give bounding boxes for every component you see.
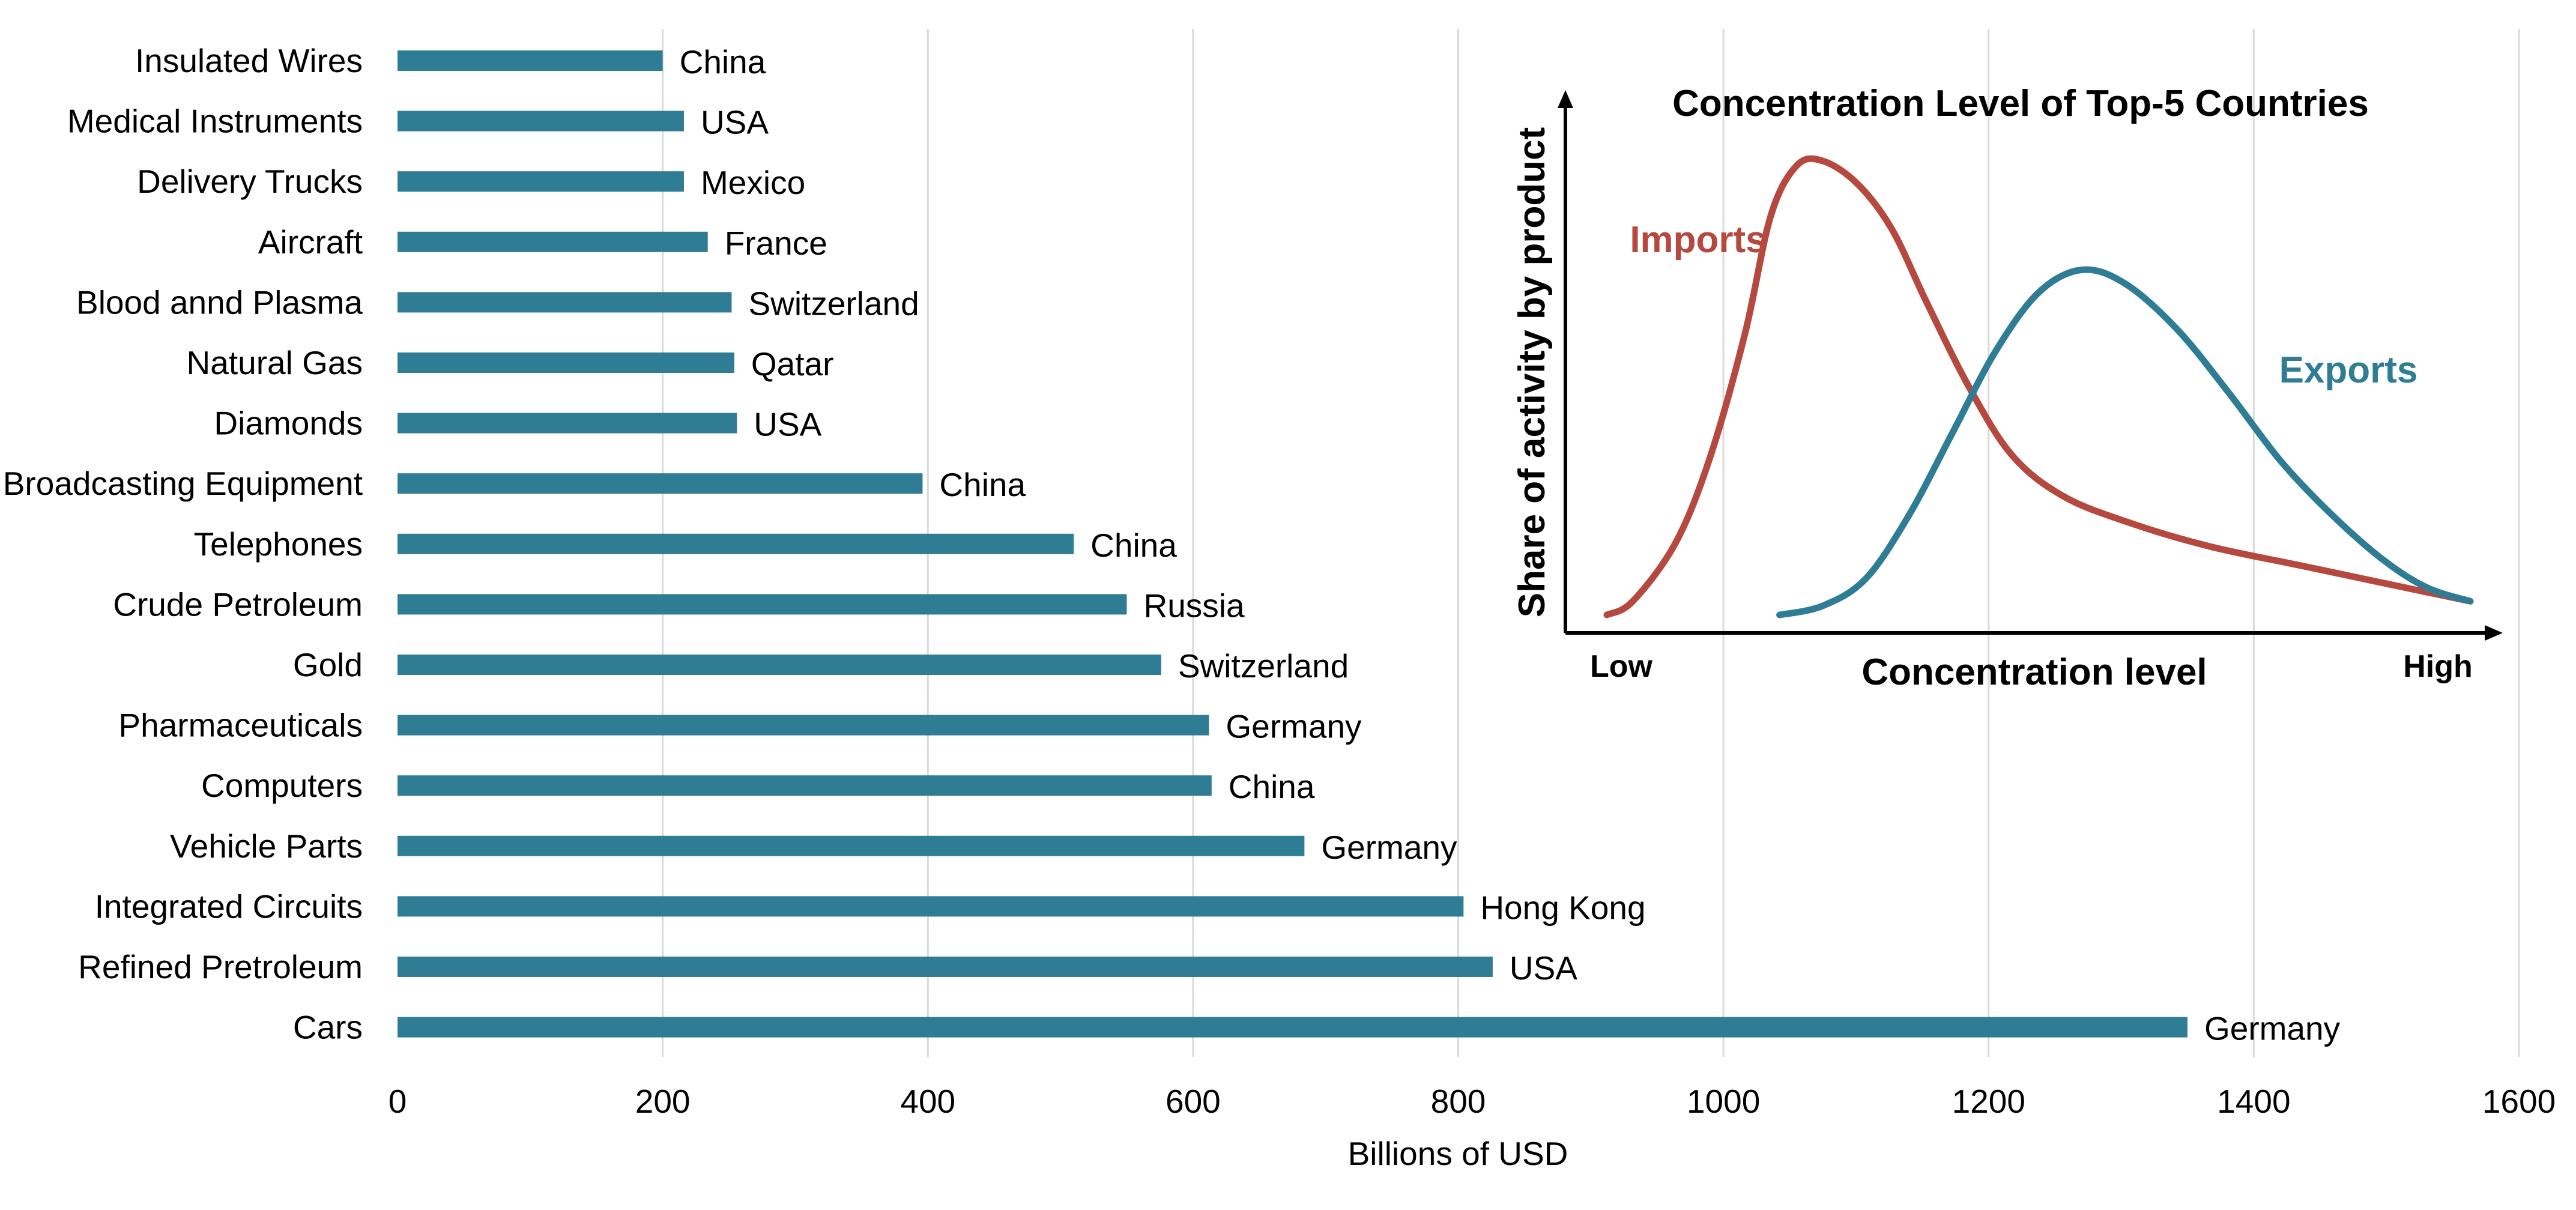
bar [398, 896, 1464, 917]
data-label: Hong Kong [1480, 889, 1645, 926]
data-label: Qatar [751, 345, 834, 383]
category-label: Integrated Circuits [95, 888, 363, 925]
bar [398, 835, 1305, 856]
category-label: Aircraft [258, 223, 363, 261]
category-label: Vehicle Parts [170, 827, 363, 865]
series-line-exports [1776, 266, 2474, 619]
category-label: Cars [293, 1009, 363, 1046]
bar [398, 171, 684, 192]
bar [398, 655, 1161, 675]
bar [398, 231, 708, 252]
category-label: Medical Instruments [67, 103, 363, 140]
inset-series-labels: Imports Exports [1630, 219, 2417, 391]
bar [398, 715, 1209, 736]
category-label: Natural Gas [187, 344, 363, 381]
category-label: Delivery Trucks [137, 163, 363, 200]
bars [398, 50, 2187, 1038]
bar [398, 473, 923, 494]
category-labels: Insulated Wires Medical Instruments Delive… [3, 42, 363, 1046]
bar [398, 292, 732, 313]
data-labels: China USA Mexico France Switzerland Qatar USA C… [680, 43, 2341, 1047]
inset-x-high-label: High [2403, 649, 2473, 684]
inset-x-low-label: Low [1590, 649, 1653, 684]
data-label: China [680, 43, 766, 80]
data-label: France [725, 225, 827, 262]
category-label: Diamonds [214, 405, 363, 442]
data-label: Germany [2204, 1010, 2341, 1047]
inset-series-lines [1603, 155, 2474, 619]
x-tick-label: 800 [1431, 1083, 1486, 1120]
data-label: USA [754, 406, 821, 443]
series-label-exports: Exports [2279, 349, 2418, 391]
inset-y-axis-title: Share of activity by product [1511, 127, 1553, 618]
series-label-imports: Imports [1630, 219, 1766, 261]
inset-chart: Concentration Level of Top-5 Countries I… [1511, 83, 2503, 693]
data-label: Germany [1321, 829, 1457, 866]
series-line-imports [1603, 155, 2474, 619]
data-label: Germany [1226, 708, 1362, 745]
category-label: Insulated Wires [135, 42, 363, 79]
inset-axes [1558, 90, 2503, 641]
inset-title: Concentration Level of Top-5 Countries [1672, 83, 2369, 124]
bar [398, 594, 1127, 615]
category-label: Telephones [194, 525, 363, 563]
data-label: Switzerland [1178, 647, 1349, 685]
category-label: Gold [293, 646, 363, 683]
data-label: USA [701, 104, 769, 141]
data-label: China [939, 466, 1026, 503]
category-label: Refined Pretroleum [78, 948, 363, 985]
x-tick-label: 600 [1166, 1083, 1221, 1120]
x-tick-label: 0 [389, 1083, 407, 1120]
x-tick-label: 400 [900, 1083, 955, 1120]
bar [398, 775, 1212, 796]
data-label: USA [1510, 949, 1577, 987]
category-label: Blood annd Plasma [76, 283, 363, 321]
bar [398, 1017, 2187, 1038]
data-label: Switzerland [748, 285, 919, 322]
bar [398, 110, 684, 132]
bar [398, 352, 734, 373]
data-label: Mexico [701, 164, 805, 201]
bar [398, 50, 663, 71]
inset-x-axis-title: Concentration level [1861, 652, 2207, 693]
category-label: Computers [201, 767, 363, 804]
x-tick-label: 1000 [1687, 1083, 1760, 1120]
category-label: Pharmaceuticals [118, 707, 363, 744]
category-label: Crude Petroleum [113, 585, 363, 623]
bar [398, 957, 1493, 977]
bar [398, 533, 1074, 554]
bar [398, 413, 737, 434]
x-tick-labels: 0 200 400 600 800 1000 1200 1400 1600 [389, 1083, 2556, 1120]
inset-y-axis-arrow [1558, 90, 1573, 108]
gridlines [662, 29, 2520, 1057]
x-axis-title: Billions of USD [1348, 1135, 1568, 1172]
x-tick-label: 1200 [1952, 1083, 2025, 1120]
category-label: Broadcasting Equipment [3, 465, 363, 502]
data-label: Russia [1143, 587, 1245, 624]
x-tick-label: 1400 [2217, 1083, 2290, 1120]
x-tick-label: 200 [635, 1083, 691, 1120]
data-label: China [1229, 768, 1315, 805]
inset-x-axis-arrow [2485, 625, 2503, 641]
data-label: China [1090, 527, 1177, 564]
x-tick-label: 1600 [2482, 1083, 2556, 1120]
